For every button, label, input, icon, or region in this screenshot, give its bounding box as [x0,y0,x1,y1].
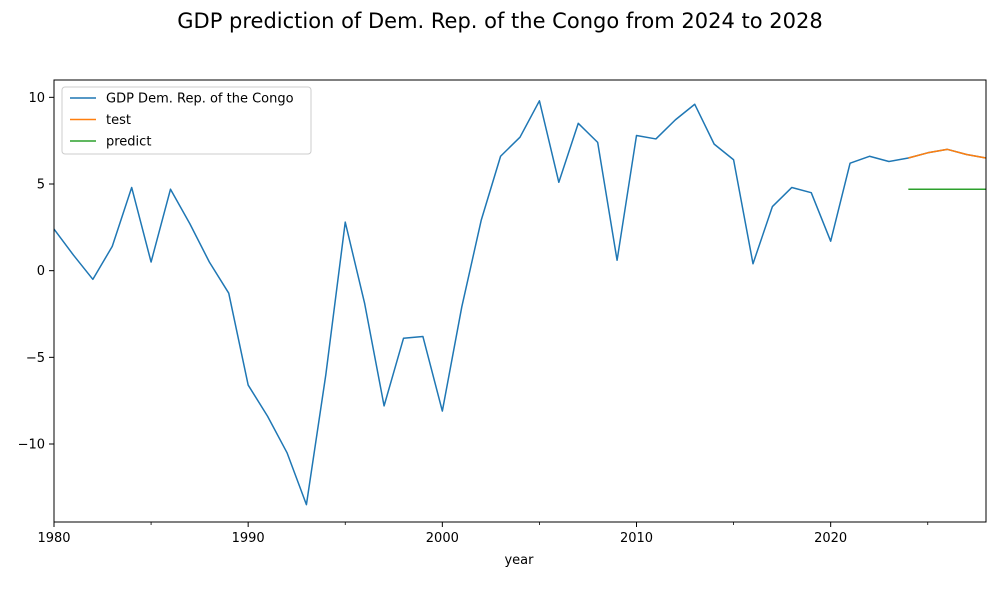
legend-label-1: test [106,113,131,128]
x-tick-label-1: 1990 [232,531,265,546]
legend-label-2: predict [106,135,151,150]
legend-box [61,86,312,155]
series-layer [53,100,987,506]
y-tick-label-2: 0 [37,264,45,279]
y-tick-label-3: 5 [37,178,45,193]
y-tick-label-1: −5 [26,351,45,366]
y-axis-ticks: −10 −5 0 5 10 [18,91,54,453]
x-axis-label: year [504,553,534,568]
x-tick-label-3: 2010 [620,531,653,546]
legend: GDP Dem. Rep. of the Congo test predict [61,86,312,155]
legend-label-0: GDP Dem. Rep. of the Congo [106,92,294,107]
plot-area [53,79,987,523]
x-tick-label-2: 2000 [426,531,459,546]
y-tick-label-0: −10 [18,438,45,453]
legend-items: GDP Dem. Rep. of the Congo test predict [70,92,294,150]
axes-frame [53,79,987,523]
x-tick-label-4: 2020 [814,531,847,546]
x-tick-label-0: 1980 [37,531,70,546]
y-tick-label-4: 10 [28,91,45,106]
x-axis-ticks: 1980 1990 2000 2010 2020 [37,522,929,546]
chart-title: GDP prediction of Dem. Rep. of the Congo… [177,9,822,33]
